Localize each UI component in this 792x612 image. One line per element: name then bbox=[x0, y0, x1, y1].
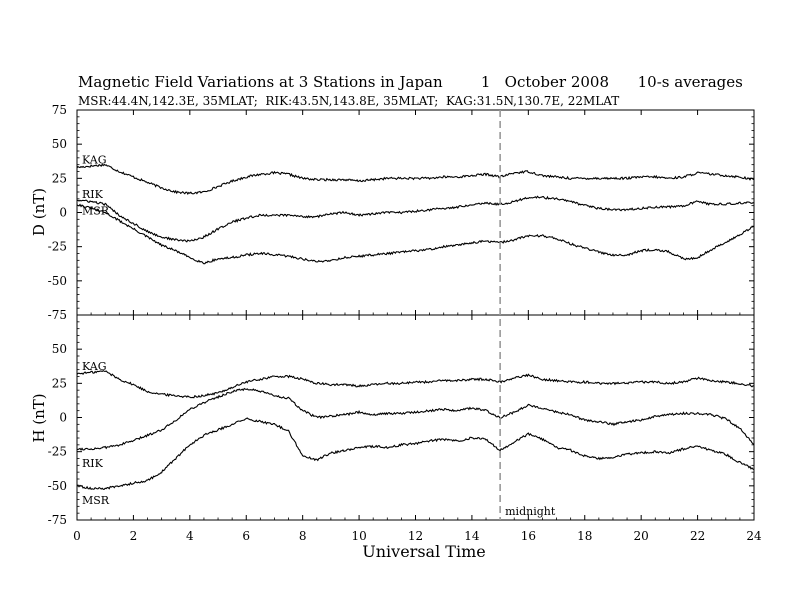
bottom-y-tick-label: 0 bbox=[59, 411, 67, 425]
top-series-kag bbox=[76, 163, 755, 195]
bottom-y-ticks: 50 25 0 -25 -50 -75 bbox=[48, 321, 754, 527]
midnight-label: midnight bbox=[505, 505, 556, 518]
x-axis-label: Universal Time bbox=[362, 542, 485, 561]
x-tick-label: 6 bbox=[242, 529, 250, 543]
top-series-group bbox=[76, 163, 755, 265]
x-tick-label: 20 bbox=[634, 529, 649, 543]
stations-subtitle: MSR:44.4N,142.3E, 35MLAT; RIK:43.5N,143.… bbox=[78, 94, 620, 108]
bottom-series-labels: KAG RIK MSR bbox=[82, 360, 110, 507]
bottom-y-axis-label: H (nT) bbox=[30, 393, 48, 442]
x-tick-label: 8 bbox=[299, 529, 307, 543]
bottom-series-msr bbox=[76, 417, 755, 491]
midnight-marker: midnight bbox=[499, 110, 556, 520]
top-y-tick-label: 50 bbox=[52, 137, 67, 151]
top-label-msr: MSR bbox=[82, 204, 110, 217]
top-y-ticks: 75 50 25 0 -25 -50 -75 bbox=[48, 103, 754, 322]
top-series-rik bbox=[76, 195, 755, 243]
date-day: 1 bbox=[480, 73, 491, 91]
chart-title: Magnetic Field Variations at 3 Stations … bbox=[78, 73, 443, 91]
top-label-kag: KAG bbox=[82, 153, 107, 166]
x-tick-label: 16 bbox=[521, 529, 536, 543]
x-ticks: 0 2 4 6 8 10 12 14 16 18 20 22 24 bbox=[73, 110, 762, 543]
bottom-series-group bbox=[76, 370, 755, 491]
top-panel-frame bbox=[76, 109, 755, 316]
bottom-y-tick-label: -50 bbox=[48, 479, 67, 493]
top-y-tick-label: 75 bbox=[52, 103, 67, 117]
bottom-y-tick-label: 25 bbox=[52, 376, 67, 390]
top-series-labels: KAG RIK MSR bbox=[82, 153, 110, 217]
x-tick-label: 10 bbox=[351, 529, 366, 543]
bottom-y-tick-label: -75 bbox=[48, 513, 67, 527]
x-tick-label: 2 bbox=[130, 529, 138, 543]
bottom-series-rik bbox=[76, 387, 755, 451]
date-month-year: October 2008 bbox=[504, 73, 610, 91]
bottom-label-kag: KAG bbox=[82, 360, 107, 373]
x-tick-label: 24 bbox=[746, 529, 762, 543]
bottom-series-kag bbox=[76, 370, 755, 399]
top-label-rik: RIK bbox=[82, 188, 104, 201]
averages-label: 10-s averages bbox=[637, 73, 743, 91]
top-y-tick-label: 0 bbox=[59, 206, 67, 220]
chart-title-row: Magnetic Field Variations at 3 Stations … bbox=[78, 73, 743, 91]
top-y-tick-label: -75 bbox=[48, 308, 67, 322]
x-tick-label: 12 bbox=[408, 529, 423, 543]
bottom-label-rik: RIK bbox=[82, 457, 104, 470]
bottom-y-tick-label: -25 bbox=[48, 445, 67, 459]
top-y-axis-label: D (nT) bbox=[30, 188, 48, 236]
x-tick-label: 0 bbox=[73, 529, 81, 543]
x-tick-label: 22 bbox=[690, 529, 705, 543]
top-y-tick-label: -25 bbox=[48, 240, 67, 254]
bottom-y-tick-label: 50 bbox=[52, 342, 67, 356]
top-y-tick-label: 25 bbox=[52, 171, 67, 185]
top-series-msr bbox=[76, 203, 755, 265]
top-y-tick-label: -50 bbox=[48, 274, 67, 288]
x-tick-label: 18 bbox=[577, 529, 592, 543]
bottom-label-msr: MSR bbox=[82, 494, 110, 507]
x-tick-label: 14 bbox=[464, 529, 480, 543]
top-panel: 75 50 25 0 -25 -50 -75 KAG RIK MSR D (nT) bbox=[30, 103, 755, 322]
x-tick-label: 4 bbox=[186, 529, 194, 543]
